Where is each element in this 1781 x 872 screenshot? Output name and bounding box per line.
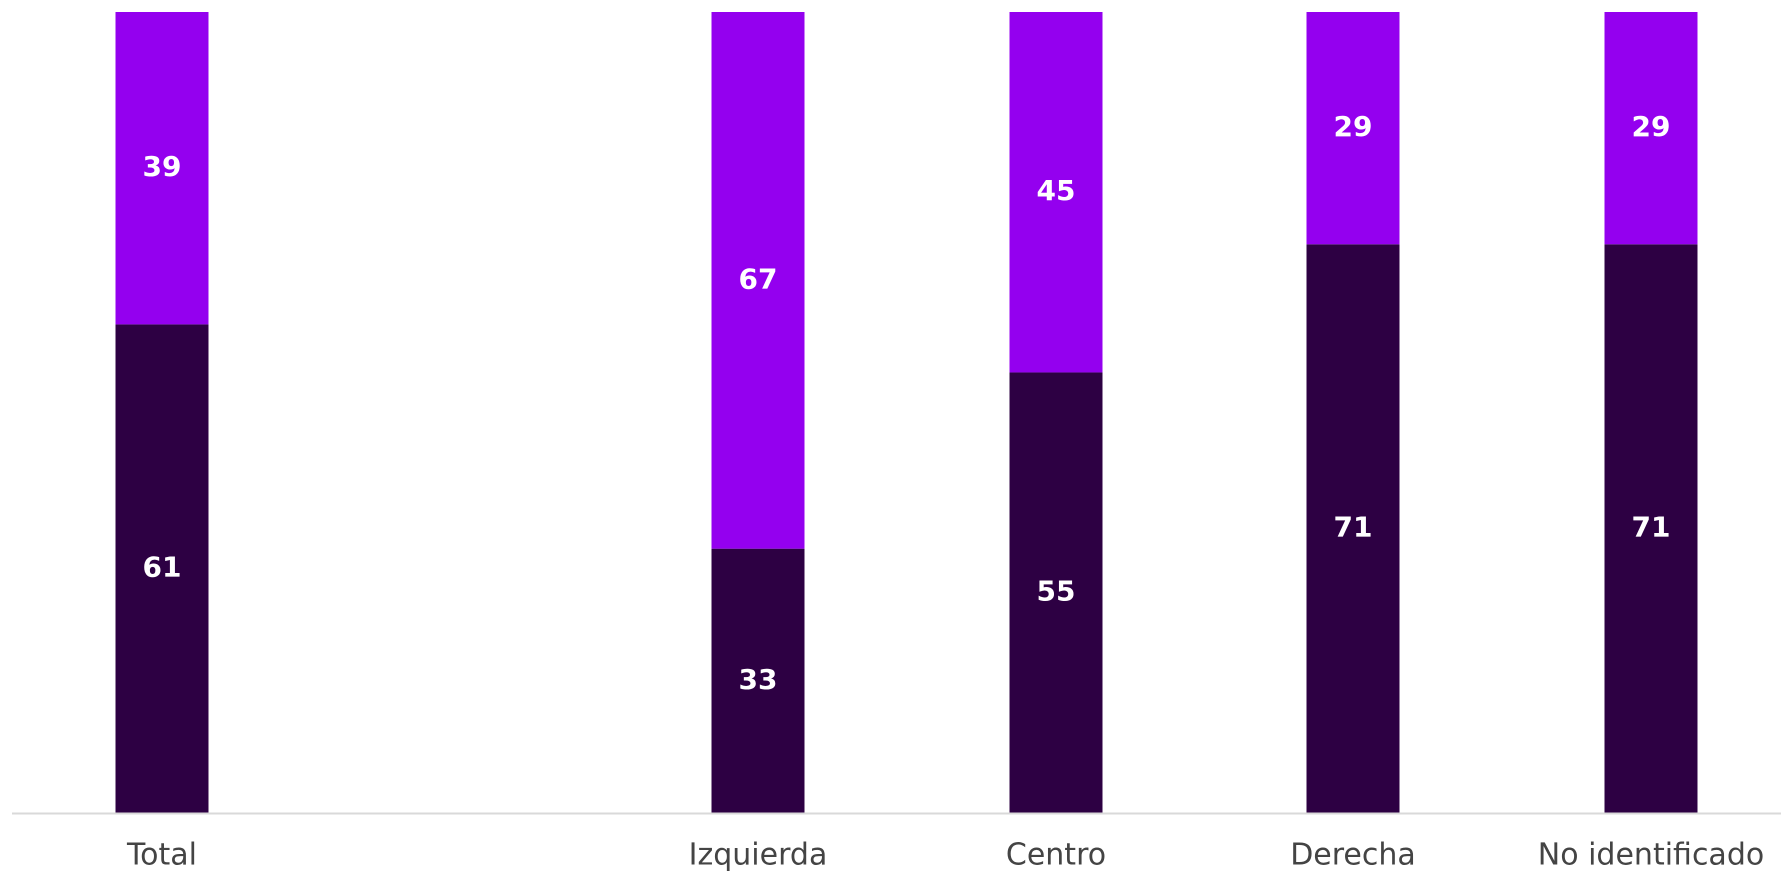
data-label-2-total: 39 (143, 150, 182, 183)
bar-segment-2-total (115, 12, 209, 325)
bar-segment-1-centro (1009, 372, 1103, 813)
category-label-centro: Centro (1006, 838, 1106, 872)
data-label-2-derecha: 29 (1334, 110, 1373, 143)
data-label-2-izquierda: 67 (739, 262, 778, 295)
data-label-1-total: 61 (143, 551, 182, 584)
bars-layer (115, 12, 1698, 814)
bar-segment-2-centro (1009, 12, 1103, 373)
data-label-1-derecha: 71 (1334, 511, 1373, 544)
bar-segment-1-total (115, 324, 209, 813)
category-label-izquierda: Izquierda (689, 838, 828, 872)
bar-segment-1-no-identificado (1604, 244, 1698, 814)
data-label-1-no-identificado: 71 (1632, 511, 1671, 544)
category-label-no-identificado: No identificado (1538, 838, 1764, 872)
bar-segment-2-no-identificado (1604, 12, 1698, 245)
category-label-derecha: Derecha (1290, 838, 1416, 872)
category-label-total: Total (126, 838, 197, 872)
bar-segment-2-izquierda (711, 12, 805, 549)
bar-segment-2-derecha (1306, 12, 1400, 245)
bar-segment-1-izquierda (711, 548, 805, 813)
labels-layer: 61 39 Total 33 67 Izquierda 55 45 Centro 71 29 Dere… (126, 110, 1764, 872)
data-label-1-centro: 55 (1037, 575, 1076, 608)
bar-segment-1-derecha (1306, 244, 1400, 814)
data-label-2-no-identificado: 29 (1632, 110, 1671, 143)
data-label-2-centro: 45 (1037, 174, 1076, 207)
data-label-1-izquierda: 33 (739, 663, 778, 696)
